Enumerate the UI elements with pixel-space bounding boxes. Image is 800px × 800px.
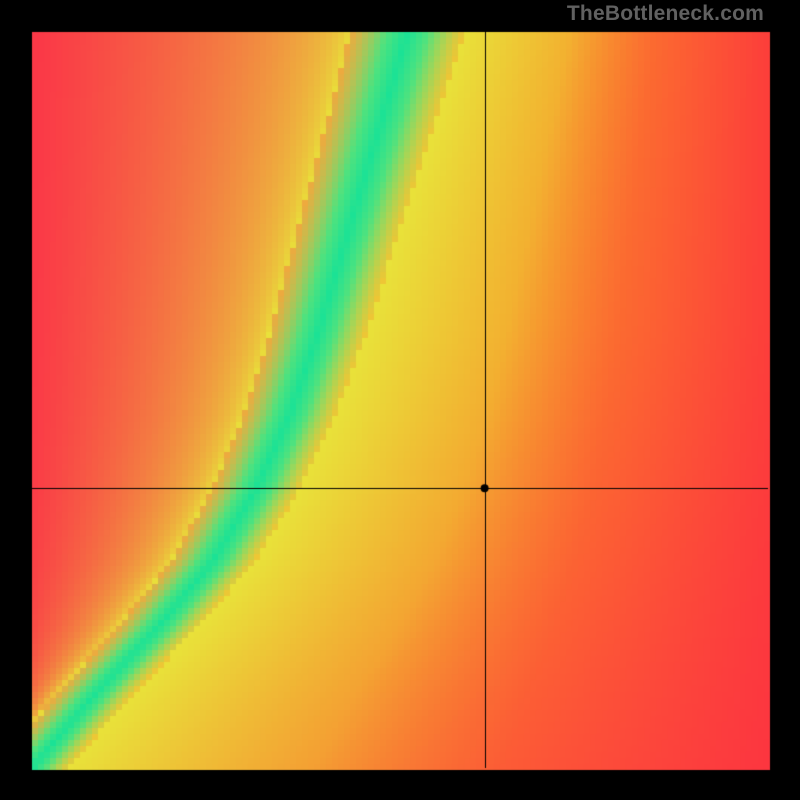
heatmap-canvas [0,0,800,800]
watermark-text: TheBottleneck.com [567,2,764,26]
